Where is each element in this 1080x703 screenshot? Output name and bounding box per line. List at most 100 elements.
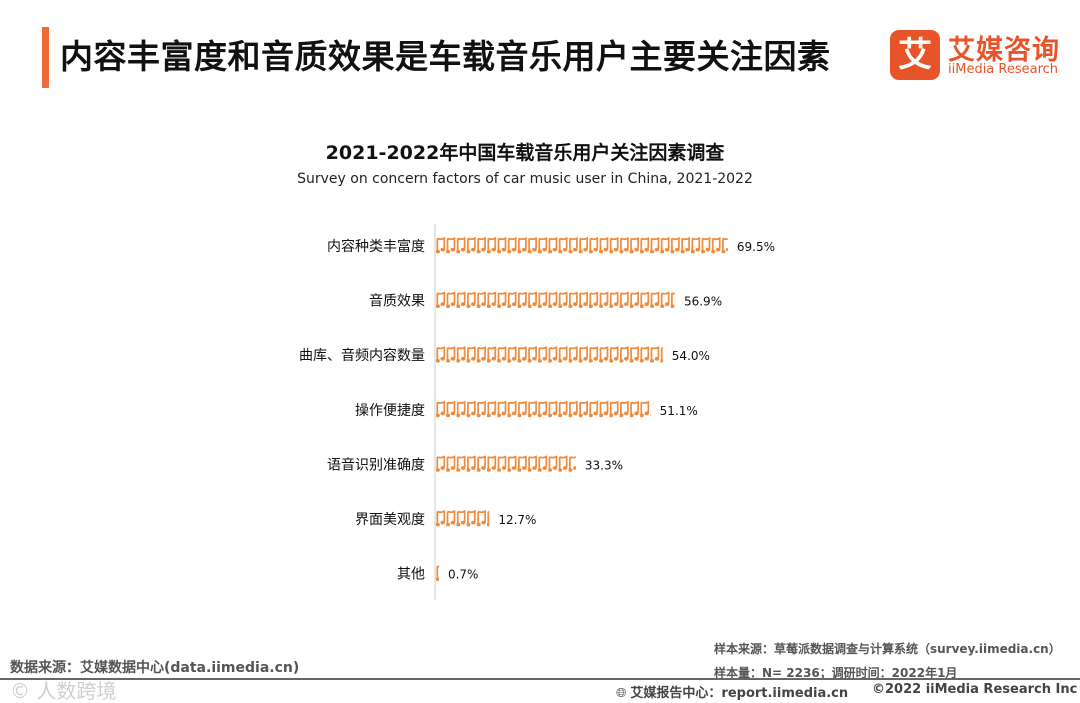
music-note-icon (680, 237, 691, 255)
music-note-icon (558, 291, 569, 309)
music-note-icon (466, 346, 477, 364)
music-note-icon (670, 237, 681, 255)
music-note-icon (446, 401, 457, 419)
music-note-icon (476, 291, 487, 309)
music-note-icon (711, 237, 722, 255)
music-note-icon (517, 401, 528, 419)
music-note-icon (670, 291, 675, 309)
bar (436, 237, 728, 255)
report-center-text: 艾媒报告中心：report.iimedia.cn (630, 686, 849, 701)
music-note-icon (446, 237, 457, 255)
bar-row: 内容种类丰富度 69.5% (327, 237, 775, 255)
music-note-icon (589, 346, 599, 364)
bar-row: 语音识别准确度 33.3% (327, 455, 623, 473)
music-note-icon (589, 291, 599, 309)
music-note-icon (548, 346, 559, 364)
value-label: 69.5% (737, 240, 775, 254)
music-note-icon (487, 401, 497, 419)
music-note-icon (517, 455, 528, 473)
music-note-icon (436, 455, 446, 473)
music-note-icon (558, 346, 569, 364)
music-note-icon (619, 401, 630, 419)
music-note-icon (507, 455, 518, 473)
music-note-icon (589, 401, 599, 419)
brand-logo: 艾 艾媒咨询 iiMedia Research (890, 28, 1070, 82)
music-note-icon (466, 237, 477, 255)
music-note-icon (548, 291, 559, 309)
music-note-icon (456, 346, 467, 364)
bar (436, 455, 576, 473)
music-note-icon (568, 291, 579, 309)
music-note-icon (548, 455, 559, 473)
music-note-icon (568, 346, 579, 364)
bar-row: 其他 0.7% (397, 564, 478, 583)
music-note-icon (436, 346, 446, 364)
music-note-icon (436, 401, 446, 419)
data-source-note: 数据来源：艾媒数据中心(data.iimedia.cn) (10, 660, 300, 676)
music-note-icon (599, 291, 610, 309)
music-note-icon (650, 401, 651, 419)
music-note-icon (640, 401, 650, 419)
music-note-icon (660, 346, 663, 364)
music-note-icon (456, 401, 467, 419)
music-note-icon (507, 291, 518, 309)
music-note-icon (609, 401, 620, 419)
music-note-icon (497, 237, 508, 255)
music-note-icon (578, 346, 589, 364)
music-note-icon (660, 237, 671, 255)
music-note-icon (517, 237, 528, 255)
music-note-icon (476, 510, 487, 528)
music-note-icon (640, 237, 650, 255)
logo-chinese-name: 艾媒咨询 (948, 35, 1060, 66)
music-note-icon (650, 237, 661, 255)
sample-size-note: 样本量：N= 2236；调研时间：2022年1月 (714, 666, 958, 680)
music-note-icon (619, 346, 630, 364)
value-label: 54.0% (672, 349, 710, 363)
music-note-icon (487, 237, 497, 255)
logo-english-name: iiMedia Research (948, 62, 1059, 77)
music-note-icon (487, 455, 497, 473)
music-note-icon (568, 455, 576, 473)
music-note-icon (456, 291, 467, 309)
music-note-icon (568, 401, 579, 419)
chart-title: 2021-2022年中国车载音乐用户关注因素调查 (325, 142, 725, 164)
music-note-icon (527, 401, 538, 419)
category-label: 界面美观度 (355, 512, 425, 528)
music-note-icon (538, 455, 548, 473)
music-note-icon (538, 291, 548, 309)
page-title: 内容丰富度和音质效果是车载音乐用户主要关注因素 (60, 37, 831, 76)
bar-row: 操作便捷度 51.1% (355, 401, 698, 419)
music-note-icon (466, 401, 477, 419)
music-note-icon (507, 237, 518, 255)
music-note-icon (497, 291, 508, 309)
music-note-icon (487, 510, 490, 528)
music-note-icon (548, 237, 559, 255)
music-note-icon (497, 455, 508, 473)
category-label: 内容种类丰富度 (327, 238, 425, 255)
bar (436, 564, 439, 582)
music-note-icon (609, 291, 620, 309)
music-note-icon (507, 401, 518, 419)
footer-divider (0, 678, 1080, 680)
music-note-icon (476, 455, 487, 473)
music-note-icon (609, 346, 620, 364)
music-note-icon (548, 401, 559, 419)
music-note-icon (599, 346, 610, 364)
logo-mark-icon: 艾 (890, 30, 940, 80)
music-note-icon (517, 291, 528, 309)
bar-row: 界面美观度 12.7% (355, 510, 536, 528)
music-note-icon (609, 237, 620, 255)
music-note-icon (487, 346, 497, 364)
music-note-icon (487, 291, 497, 309)
report-center-link[interactable]: 🌐︎ 艾媒报告中心：report.iimedia.cn (616, 682, 848, 701)
music-note-icon (660, 291, 671, 309)
music-note-icon (527, 455, 538, 473)
music-note-icon (629, 291, 640, 309)
music-note-icon (568, 237, 579, 255)
music-note-icon (456, 455, 467, 473)
music-note-icon (650, 346, 661, 364)
music-note-icon (476, 237, 487, 255)
globe-icon: 🌐︎ (616, 686, 627, 701)
music-note-icon (578, 401, 589, 419)
music-note-icon (476, 401, 487, 419)
